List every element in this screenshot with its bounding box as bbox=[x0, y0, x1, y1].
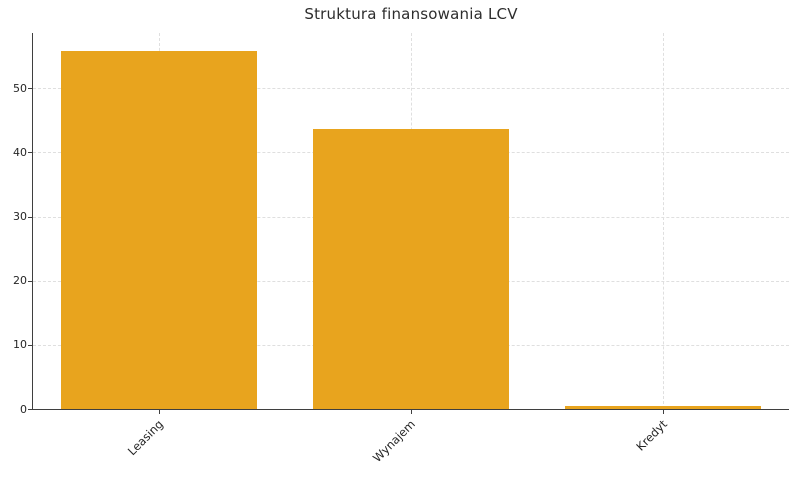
bar-kredyt bbox=[564, 405, 762, 409]
y-tick-mark-0 bbox=[28, 409, 32, 410]
y-tick-label-50: 50 bbox=[13, 81, 27, 95]
y-tick-mark-20 bbox=[28, 280, 32, 282]
y-tick-mark-10 bbox=[28, 344, 32, 346]
y-tick-label-40: 40 bbox=[13, 145, 27, 159]
plot-area bbox=[32, 33, 789, 410]
y-tick-mark-30 bbox=[28, 216, 32, 218]
y-axis-line bbox=[32, 33, 33, 409]
bar-leasing bbox=[60, 50, 258, 409]
x-tick-label-wynajem: Wynajem bbox=[369, 417, 418, 465]
x-tick-label-kredyt: Kredyt bbox=[633, 417, 670, 454]
y-tick-label-10: 10 bbox=[13, 338, 27, 352]
y-tick-mark-50 bbox=[28, 88, 32, 90]
x-tick-mark-leasing bbox=[159, 410, 160, 414]
gridline-x-kredyt bbox=[663, 33, 664, 409]
y-tick-label-30: 30 bbox=[13, 210, 27, 223]
y-tick-label-20: 20 bbox=[13, 274, 27, 288]
bar-wynajem bbox=[312, 128, 510, 409]
y-tick-mark-40 bbox=[28, 152, 32, 154]
x-tick-label-leasing: Leasing bbox=[124, 417, 166, 459]
y-tick-label-0: 0 bbox=[20, 402, 27, 416]
x-tick-mark-kredyt bbox=[663, 410, 664, 414]
chart-title: Struktura finansowania LCV bbox=[304, 5, 518, 23]
x-axis-line bbox=[32, 409, 789, 410]
x-tick-mark-wynajem bbox=[411, 410, 412, 414]
